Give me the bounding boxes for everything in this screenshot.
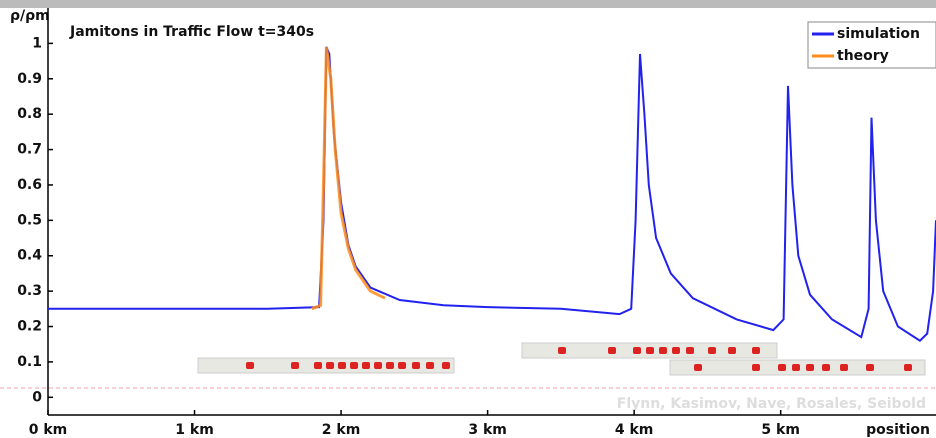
legend-box	[807, 21, 936, 69]
y-axis-label: ρ/ρm	[10, 8, 50, 24]
car	[426, 362, 434, 369]
y-tick-label: 0.4	[17, 248, 42, 264]
legend-label: theory	[837, 48, 889, 64]
car	[362, 362, 370, 369]
y-tick-label: 0.1	[17, 354, 42, 370]
car	[792, 364, 800, 371]
y-tick-label: 0.2	[17, 319, 42, 335]
chart-title: Jamitons in Traffic Flow t=340s	[69, 24, 314, 40]
car	[822, 364, 830, 371]
x-tick-label: 5 km	[761, 422, 800, 438]
top-border	[0, 0, 936, 8]
y-tick-label: 0.5	[17, 212, 42, 228]
car	[558, 347, 566, 354]
car	[291, 362, 299, 369]
y-tick-label: 0.3	[17, 283, 42, 299]
car	[708, 347, 716, 354]
car	[659, 347, 667, 354]
car	[386, 362, 394, 369]
y-tick-label: 0.8	[17, 106, 42, 122]
x-tick-label: 3 km	[468, 422, 507, 438]
y-tick-label: 0.6	[17, 177, 42, 193]
car	[866, 364, 874, 371]
x-tick-label: 1 km	[175, 422, 214, 438]
car	[686, 347, 694, 354]
y-tick-label: 0.9	[17, 71, 42, 87]
y-tick-label: 0.7	[17, 142, 42, 158]
x-axis-label: position	[866, 422, 930, 438]
car	[840, 364, 848, 371]
car	[646, 347, 654, 354]
line-series	[48, 46, 936, 342]
car	[806, 364, 814, 371]
car	[350, 362, 358, 369]
y-tick-label: 0	[32, 389, 42, 405]
x-tick-label: 0 km	[29, 422, 68, 438]
car	[728, 347, 736, 354]
car	[412, 362, 420, 369]
car	[694, 364, 702, 371]
car	[338, 362, 346, 369]
car	[608, 347, 616, 354]
car	[398, 362, 406, 369]
y-tick-label: 1	[32, 35, 42, 51]
car	[246, 362, 254, 369]
car-strips	[197, 342, 926, 376]
car	[672, 347, 680, 354]
car	[904, 364, 912, 371]
car	[778, 364, 786, 371]
car	[752, 347, 760, 354]
car	[752, 364, 760, 371]
legend-label: simulation	[837, 26, 920, 42]
credit: Flynn, Kasimov, Nave, Rosales, Seibold	[617, 396, 926, 412]
x-tick-label: 4 km	[615, 422, 654, 438]
car	[374, 362, 382, 369]
car	[442, 362, 450, 369]
car	[314, 362, 322, 369]
x-tick-label: 2 km	[322, 422, 361, 438]
line-series	[311, 46, 386, 311]
car	[633, 347, 641, 354]
car	[326, 362, 334, 369]
